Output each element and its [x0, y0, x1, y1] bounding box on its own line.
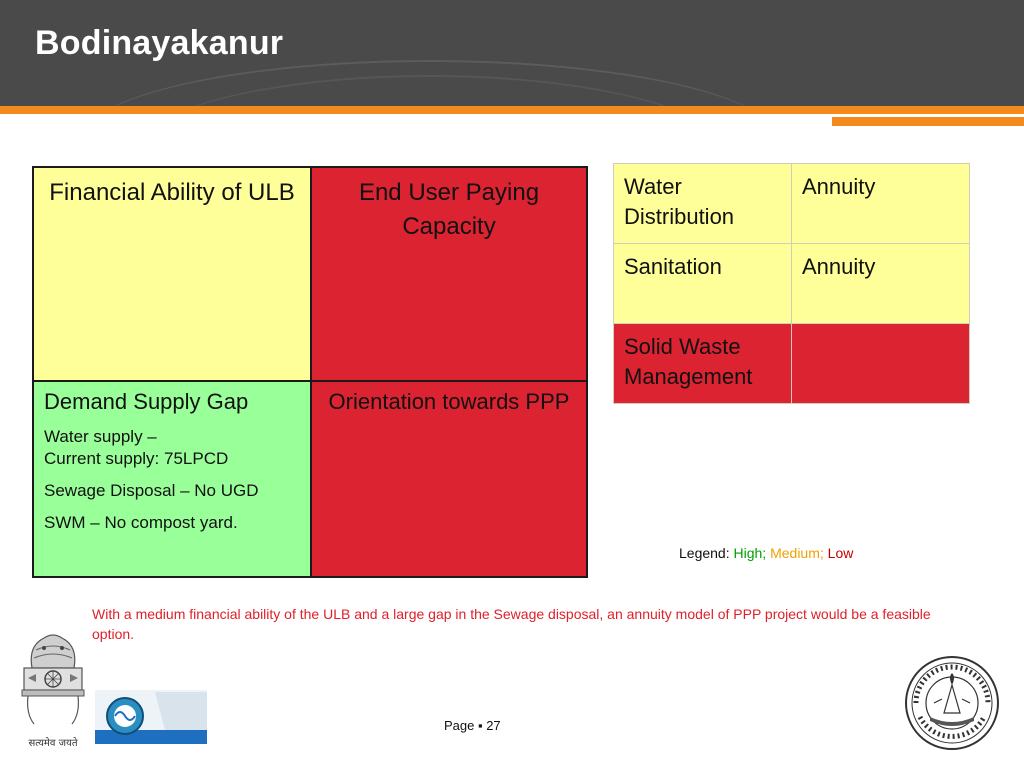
slide-header: Bodinayakanur	[0, 0, 1024, 106]
header-divider	[0, 114, 1024, 117]
conclusion-note: With a medium financial ability of the U…	[92, 606, 931, 642]
legend-high: High;	[733, 545, 767, 561]
quadrant-heading: Orientation towards PPP	[328, 389, 570, 414]
model-cell: Annuity	[791, 163, 970, 244]
header-accent-tab	[832, 117, 1024, 126]
table-row: Solid Waste Management	[613, 323, 970, 404]
quadrant-financial-ability: Financial Ability of ULB	[32, 166, 312, 382]
legend: Legend: High; Medium; Low	[679, 545, 853, 561]
institute-seal-icon	[905, 656, 999, 750]
quadrant-heading: Financial Ability of ULB	[49, 179, 295, 206]
model-cell: Annuity	[791, 243, 970, 324]
table-row: Sanitation Annuity	[613, 243, 970, 324]
header-accent-stripe	[0, 106, 1024, 114]
ppp-model-table: Water Distribution Annuity Sanitation An…	[613, 163, 970, 404]
swm-line: SWM – No compost yard.	[44, 513, 238, 532]
legend-medium: Medium;	[770, 545, 824, 561]
header-decoration	[80, 60, 780, 106]
emblem-caption: सत्यमेव जयते	[28, 737, 77, 749]
sector-cell: Sanitation	[613, 243, 792, 324]
sewage-disposal-line: Sewage Disposal – No UGD	[44, 481, 259, 500]
quadrant-end-user-paying-capacity: End User Paying Capacity	[310, 166, 588, 382]
table-row: Water Distribution Annuity	[613, 163, 970, 244]
organization-logo-icon	[95, 690, 207, 744]
sector-cell: Solid Waste Management	[613, 323, 792, 404]
quadrant-heading: Demand Supply Gap	[44, 389, 249, 414]
sector-cell: Water Distribution	[613, 163, 792, 244]
header-decoration	[130, 75, 730, 106]
current-supply-line: Current supply: 75LPCD	[44, 449, 229, 468]
national-emblem-icon: सत्यमेव जयते	[21, 634, 85, 749]
water-supply-line: Water supply –	[44, 427, 157, 446]
legend-low: Low	[827, 545, 854, 561]
slide-title: Bodinayakanur	[35, 24, 284, 62]
legend-prefix: Legend:	[679, 545, 730, 561]
quadrant-demand-supply-gap: Demand Supply Gap Water supply – Current…	[32, 380, 312, 578]
quadrant-heading: End User Paying Capacity	[358, 179, 540, 240]
page-number: Page ▪ 27	[444, 718, 501, 733]
quadrant-orientation-ppp: Orientation towards PPP	[310, 380, 588, 578]
model-cell	[791, 323, 970, 404]
